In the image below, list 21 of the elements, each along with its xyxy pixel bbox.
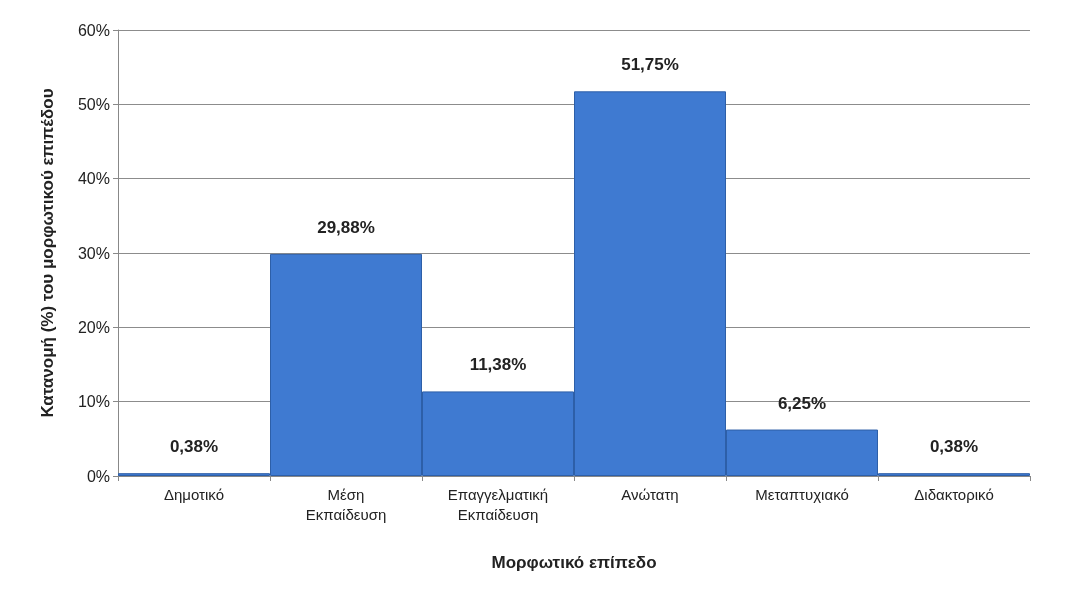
y-tick-label: 0% — [86, 467, 110, 485]
x-tick-label: Μέση Εκπαίδευση — [305, 485, 387, 523]
data-label: 51,75% — [621, 55, 679, 75]
y-tick-label: 10% — [77, 393, 110, 411]
data-label: 6,25% — [777, 393, 827, 413]
x-tick-label: Διδακτορικό — [914, 485, 994, 503]
x-tick-label: Ανώτατη — [621, 485, 679, 503]
data-label: 11,38% — [469, 355, 527, 375]
x-tick-label: Επαγγελματική Εκπαίδευση — [447, 485, 549, 523]
y-tick-label: 50% — [77, 95, 110, 113]
x-tick-label: Δημοτικό — [163, 485, 225, 503]
x-tick-label: Μεταπτυχιακό — [755, 485, 849, 503]
data-label: 0,38% — [929, 437, 979, 457]
data-label: 29,88% — [317, 217, 375, 237]
data-label: 0,38% — [169, 437, 219, 457]
y-axis-title: Κατανομή (%) του μορφωτικού επιπέδου — [38, 88, 57, 418]
y-tick-label: 60% — [77, 21, 110, 39]
y-tick-label: 30% — [77, 244, 110, 262]
y-tick-label: 20% — [77, 318, 110, 336]
y-tick-label: 40% — [77, 170, 110, 188]
x-axis-title: Μορφωτικό επίπεδο — [491, 553, 657, 572]
